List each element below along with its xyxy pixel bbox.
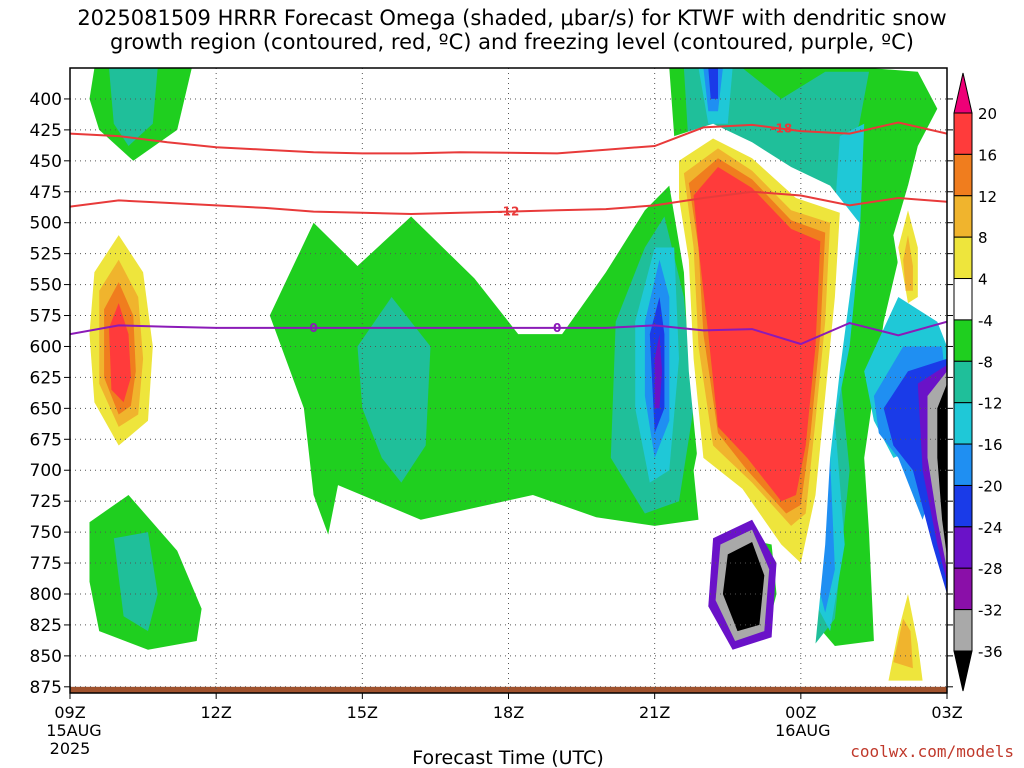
- surface-band: [70, 686, 947, 693]
- credit-text: coolwx.com/models: [850, 742, 1014, 761]
- x-tick-sub1-15: 16AUG: [775, 721, 830, 740]
- omega-region-neg24-5-0: [654, 334, 662, 409]
- colorbar-swatch-0: [953, 112, 973, 155]
- y-tick-label-425: 425: [30, 121, 62, 141]
- colorbar-label-11: -28: [978, 560, 1003, 578]
- omega-shading: [70, 68, 947, 693]
- colorbar-label-2: 12: [978, 188, 997, 206]
- colorbar-label-1: 16: [978, 146, 997, 164]
- colorbar-swatch-6: [953, 360, 973, 404]
- colorbar-label-7: -12: [978, 395, 1003, 413]
- contour-line-0: [70, 121, 947, 155]
- y-tick-label-475: 475: [30, 183, 62, 203]
- omega-region-20-16-1: [693, 167, 821, 502]
- y-tick-label-400: 400: [30, 90, 62, 110]
- colorbar-label-9: -20: [978, 477, 1003, 495]
- colorbar-swatch-1: [953, 153, 973, 197]
- omega-region-4-12-2: [489, 544, 636, 619]
- temperature-contours: -18 -12 0 0: [70, 121, 947, 346]
- contour-line-2: [70, 320, 947, 346]
- y-tick-label-675: 675: [30, 430, 62, 450]
- omega-region-neg36-11-0: [722, 542, 765, 632]
- omega-region-neg8-1-0: [109, 68, 158, 146]
- contour-line-1: [70, 190, 947, 216]
- colorbar-swatch-8: [953, 443, 973, 486]
- omega-region-12-14-2: [903, 235, 913, 291]
- y-tick-label-825: 825: [30, 616, 62, 636]
- colorbar-bottom-arrow: [953, 650, 973, 692]
- y-tick-label-500: 500: [30, 214, 62, 234]
- colorbar-swatch-2: [953, 195, 973, 238]
- y-axis: 400 425 450 475 500 525 550 575 600 625 650 675 700 7…: [30, 90, 953, 698]
- x-tick-sub2-0: 2025: [50, 739, 91, 758]
- colorbar-swatch-5: [953, 319, 973, 362]
- y-tick-label-725: 725: [30, 492, 62, 512]
- x-tick-label-12: 21Z: [639, 703, 670, 722]
- contour-label-1-0: -12: [498, 205, 520, 219]
- colorbar-label-8: -16: [978, 436, 1003, 454]
- colorbar-label-4: 4: [978, 271, 988, 289]
- colorbar-top-arrow: [953, 72, 973, 114]
- x-tick-label-9: 18Z: [493, 703, 524, 722]
- y-tick-label-450: 450: [30, 152, 62, 172]
- colorbar-label-0: 20: [978, 105, 997, 123]
- colorbar-swatch-12: [953, 609, 973, 652]
- colorbar-swatch-9: [953, 484, 973, 528]
- colorbar-swatch-10: [953, 526, 973, 569]
- colorbar: 20 16 12 8 4 -4 -8 -12 -16 -20 -24 -28 -32 -36: [953, 72, 1003, 692]
- omega-region-neg36-7-0: [937, 383, 947, 557]
- omega-region-neg20-4-1: [708, 68, 718, 99]
- colorbar-label-12: -32: [978, 602, 1003, 620]
- colorbar-label-3: 8: [978, 229, 988, 247]
- colorbar-swatch-3: [953, 236, 973, 280]
- colorbar-label-13: -36: [978, 643, 1003, 661]
- y-tick-label-775: 775: [30, 554, 62, 574]
- y-tick-label-650: 650: [30, 399, 62, 419]
- omega-region-12-14-3: [893, 618, 913, 669]
- colorbar-label-5: -4: [978, 312, 993, 330]
- omega-region-neg8-1-2: [357, 297, 431, 483]
- y-tick-label-525: 525: [30, 245, 62, 265]
- contour-label-2-0: 0: [309, 321, 317, 335]
- colorbar-label-6: -8: [978, 353, 993, 371]
- chart-title: 2025081509 HRRR Forecast Omega (shaded, …: [0, 6, 1024, 54]
- y-tick-label-850: 850: [30, 647, 62, 667]
- colorbar-swatch-7: [953, 402, 973, 445]
- x-tick-label-0: 09Z: [54, 703, 85, 722]
- y-tick-label-875: 875: [30, 678, 62, 698]
- contour-label-0-0: -18: [771, 122, 793, 136]
- x-tick-sub1-0: 15AUG: [46, 721, 101, 740]
- colorbar-swatch-4: [953, 278, 973, 321]
- grid: [70, 68, 947, 693]
- y-tick-label-575: 575: [30, 307, 62, 327]
- x-tick-label-3: 12Z: [201, 703, 232, 722]
- y-tick-label-800: 800: [30, 585, 62, 605]
- title-line-2: growth region (contoured, red, ºC) and f…: [110, 30, 914, 54]
- x-tick-label-15: 00Z: [785, 703, 816, 722]
- x-tick-label-6: 15Z: [347, 703, 378, 722]
- x-axis-title: Forecast Time (UTC): [412, 747, 603, 768]
- contour-label-2-1: 0: [553, 321, 561, 335]
- title-line-1: 2025081509 HRRR Forecast Omega (shaded, …: [77, 6, 947, 30]
- y-tick-label-550: 550: [30, 276, 62, 296]
- x-tick-label-18: 03Z: [931, 703, 962, 722]
- y-tick-label-625: 625: [30, 368, 62, 388]
- omega-region-neg8-1-1: [113, 532, 158, 632]
- colorbar-label-10: -24: [978, 519, 1003, 537]
- y-tick-label-700: 700: [30, 461, 62, 481]
- y-tick-label-600: 600: [30, 337, 62, 357]
- colorbar-swatch-11: [953, 567, 973, 611]
- y-tick-label-750: 750: [30, 523, 62, 543]
